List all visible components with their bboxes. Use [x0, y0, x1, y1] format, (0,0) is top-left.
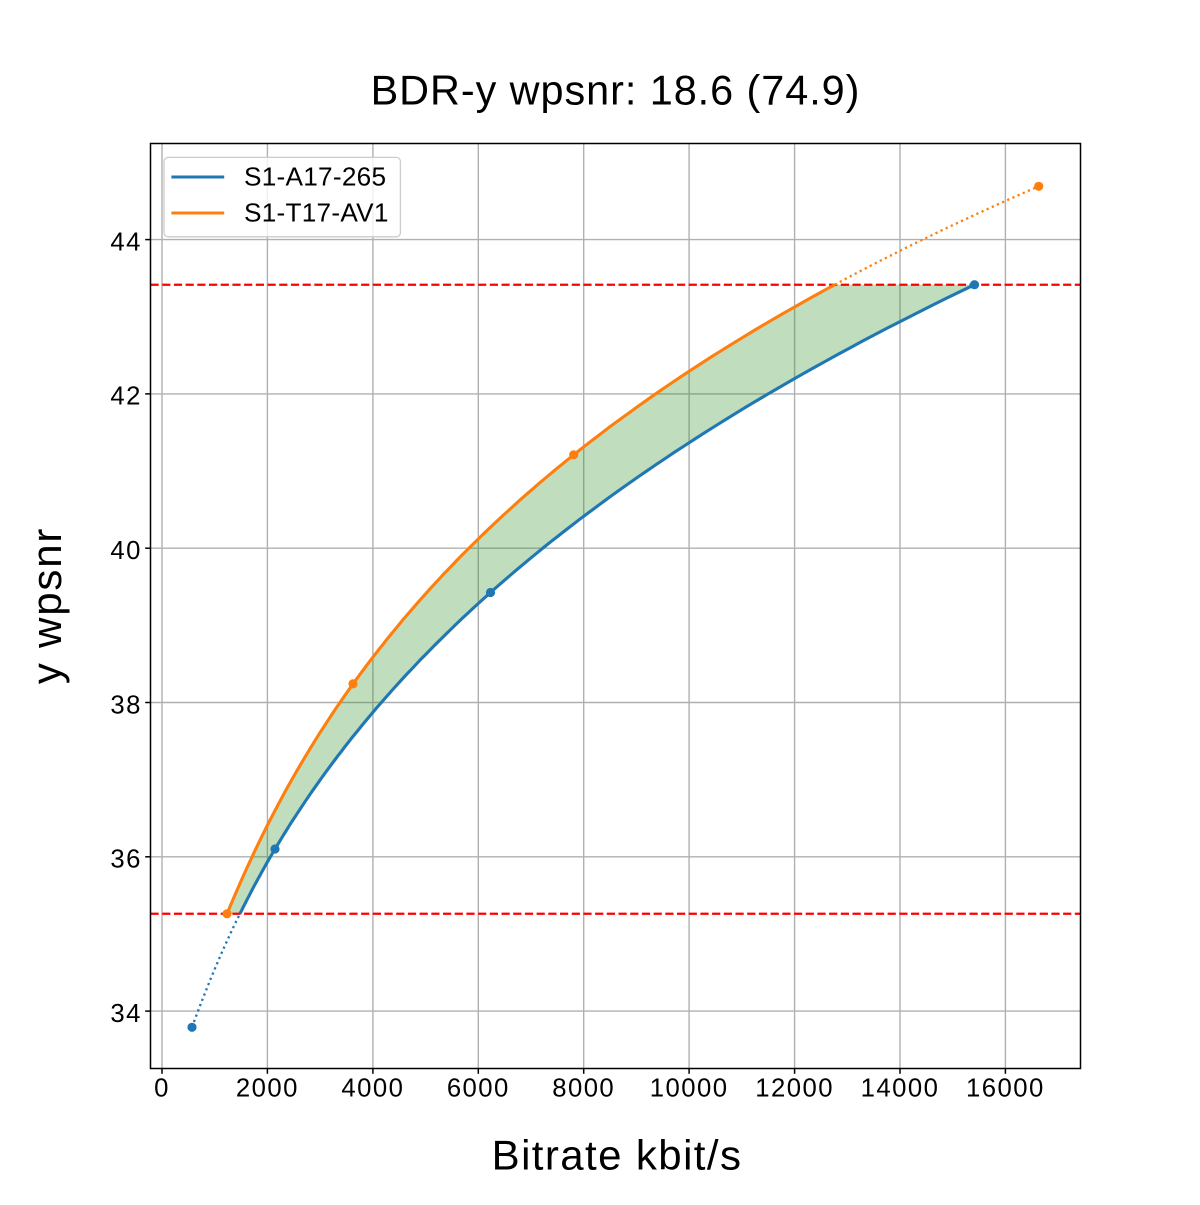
svg-text:2000: 2000 — [236, 1075, 299, 1103]
svg-text:Bitrate kbit/s: Bitrate kbit/s — [492, 1131, 743, 1178]
svg-text:36: 36 — [110, 846, 141, 874]
svg-text:4000: 4000 — [341, 1075, 404, 1103]
svg-text:S1-T17-AV1: S1-T17-AV1 — [244, 197, 389, 227]
svg-text:14000: 14000 — [861, 1075, 940, 1103]
svg-text:34: 34 — [110, 1000, 141, 1028]
svg-text:40: 40 — [110, 537, 141, 565]
svg-text:44: 44 — [110, 228, 141, 256]
svg-text:6000: 6000 — [447, 1075, 510, 1103]
svg-text:y wpsnr: y wpsnr — [23, 527, 70, 684]
svg-text:0: 0 — [154, 1075, 170, 1103]
svg-text:38: 38 — [110, 691, 141, 719]
svg-text:10000: 10000 — [650, 1075, 729, 1103]
svg-text:16000: 16000 — [966, 1075, 1045, 1103]
svg-text:42: 42 — [110, 383, 141, 411]
svg-text:8000: 8000 — [552, 1075, 615, 1103]
svg-text:S1-A17-265: S1-A17-265 — [244, 161, 386, 191]
svg-text:BDR-y wpsnr: 18.6 (74.9): BDR-y wpsnr: 18.6 (74.9) — [371, 68, 861, 114]
svg-text:12000: 12000 — [755, 1075, 834, 1103]
